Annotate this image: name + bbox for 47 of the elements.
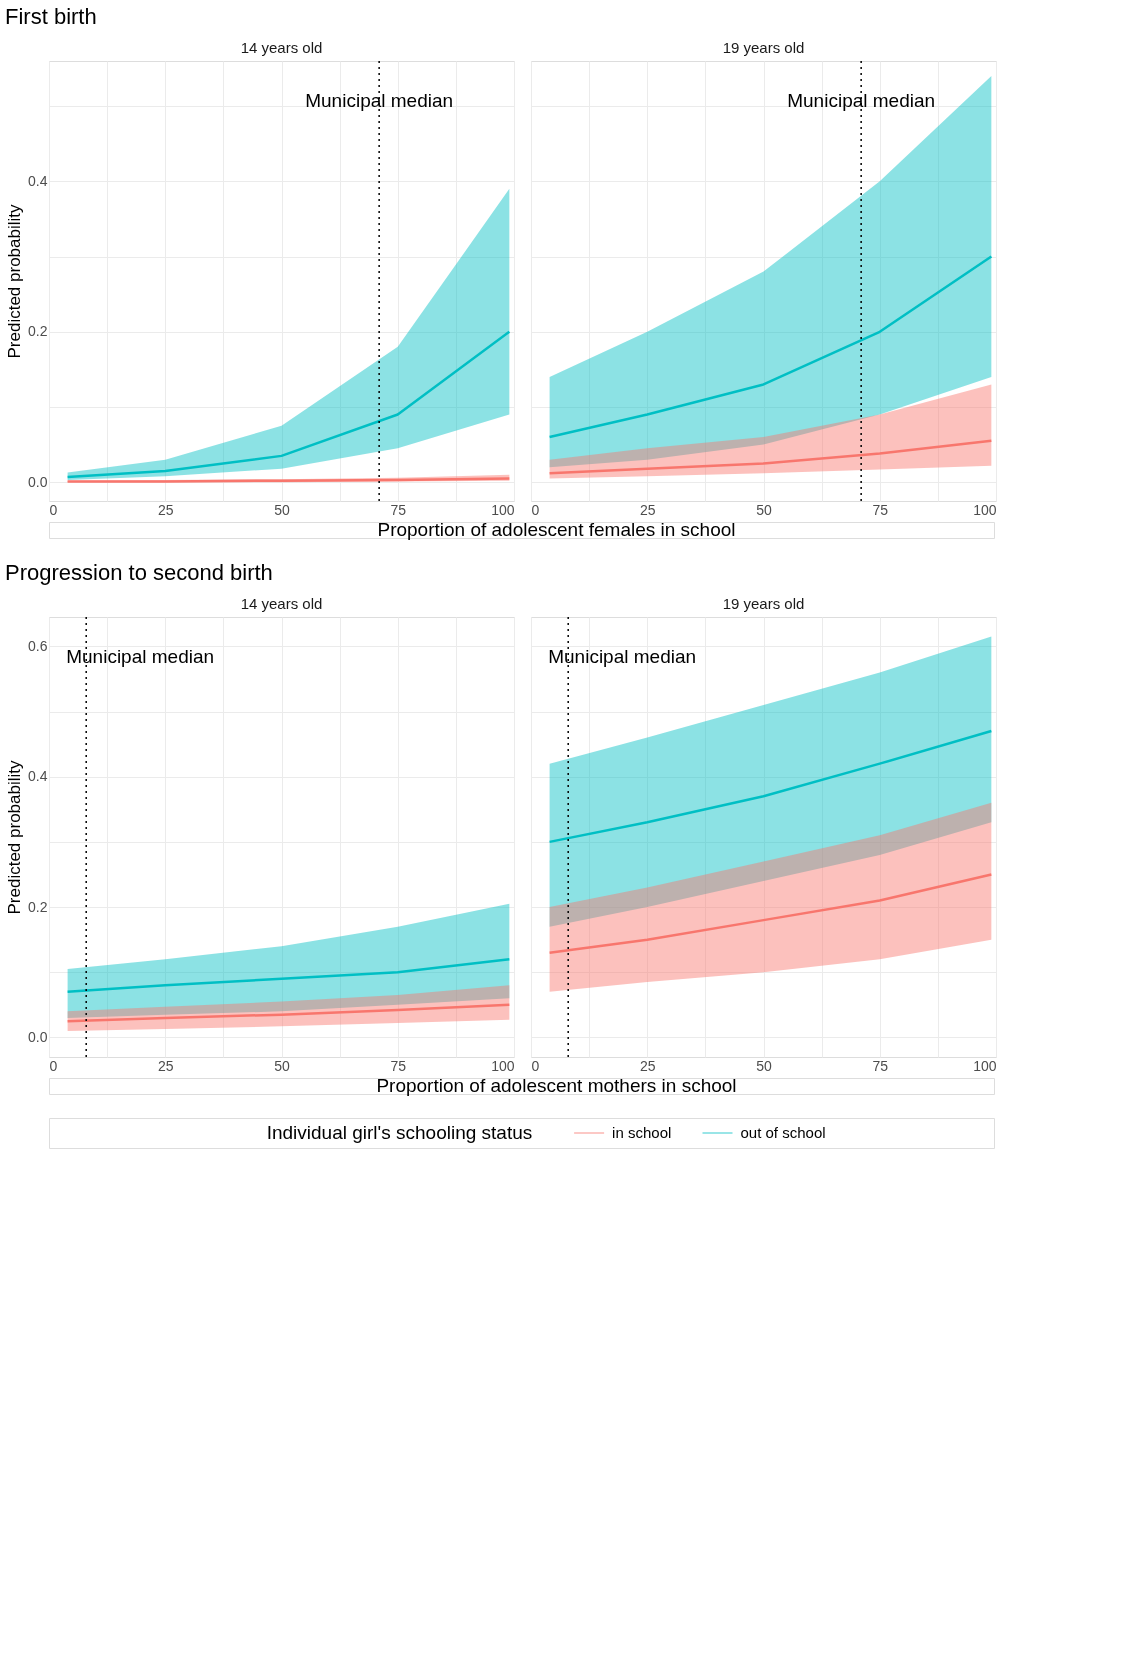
x-tick-label: 0: [49, 501, 58, 518]
x-tick-label: 25: [157, 1057, 174, 1074]
x-tick-label: 100: [973, 1057, 997, 1074]
x-tick-label: 50: [274, 1057, 290, 1074]
legend-label: out of school: [740, 1124, 826, 1141]
x-tick-label: 50: [756, 501, 772, 518]
y-tick-label: 0.0: [28, 1028, 48, 1045]
x-axis-title: Proportion of adolescent mothers in school: [376, 1075, 737, 1096]
chart-subtitle: 19 years old: [722, 595, 805, 613]
x-tick-label: 0: [49, 1057, 58, 1074]
y-tick-label: 0.4: [28, 172, 48, 189]
line-series: [66, 330, 511, 479]
x-tick-label: 50: [274, 501, 290, 518]
line-series: [66, 1003, 511, 1023]
ref-line-label: Municipal median: [66, 646, 215, 667]
chart-subtitle: 14 years old: [240, 595, 323, 613]
y-axis-title: Predicted probability: [5, 759, 25, 915]
x-tick-label: 50: [756, 1057, 772, 1074]
y-tick-label: 0.2: [28, 898, 48, 915]
chart-subtitle: 19 years old: [722, 39, 805, 57]
x-tick-label: 25: [639, 501, 656, 518]
x-tick-label: 100: [491, 1057, 515, 1074]
chart-subtitle: 14 years old: [240, 39, 323, 57]
y-tick-label: 0.2: [28, 323, 48, 340]
ref-line-label: Municipal median: [787, 90, 936, 111]
x-tick-label: 100: [973, 501, 997, 518]
legend-label: in school: [612, 1124, 672, 1141]
y-tick-label: 0.6: [28, 637, 48, 654]
x-tick-label: 0: [531, 501, 540, 518]
x-tick-label: 75: [872, 1057, 889, 1074]
x-tick-label: 0: [531, 1057, 540, 1074]
x-axis-title: Proportion of adolescent females in school: [377, 519, 736, 540]
y-tick-label: 0.4: [28, 768, 48, 785]
x-tick-label: 100: [491, 501, 515, 518]
legend-title: Individual girl's schooling status: [266, 1122, 533, 1143]
x-tick-label: 75: [390, 1057, 407, 1074]
ref-line-label: Municipal median: [548, 646, 697, 667]
x-tick-label: 75: [872, 501, 889, 518]
x-tick-label: 25: [639, 1057, 656, 1074]
x-tick-label: 25: [157, 501, 174, 518]
y-axis-title: Predicted probability: [5, 203, 25, 359]
line-series: [66, 957, 511, 994]
ref-line-label: Municipal median: [305, 90, 454, 111]
chart-title: First birth: [5, 3, 97, 29]
x-tick-label: 75: [390, 501, 407, 518]
y-tick-label: 0.0: [28, 473, 48, 490]
chart-title: Progression to second birth: [5, 559, 273, 585]
